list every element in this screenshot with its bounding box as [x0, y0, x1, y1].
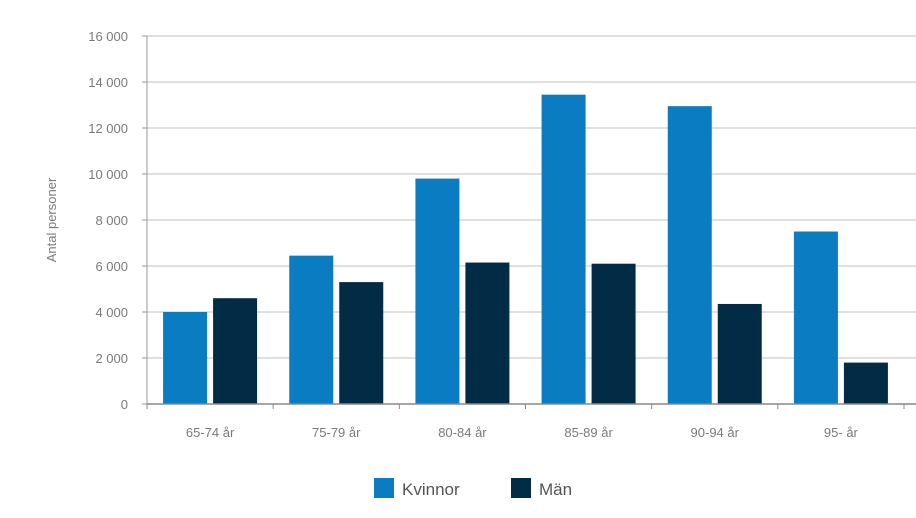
- bar-kvinnor-1: [163, 312, 208, 404]
- y-tick-label: 8 000: [95, 213, 128, 228]
- y-tick-label: 12 000: [88, 121, 128, 136]
- bar-m-n-2: [339, 282, 384, 404]
- y-tick-label: 2 000: [95, 351, 128, 366]
- y-tick-label: 10 000: [88, 167, 128, 182]
- bar-kvinnor-6: [793, 231, 838, 404]
- bar-m-n-3: [465, 262, 510, 404]
- legend-swatch: [374, 478, 394, 498]
- y-tick-label: 16 000: [88, 29, 128, 44]
- y-tick-label: 4 000: [95, 305, 128, 320]
- bar-kvinnor-4: [541, 94, 586, 405]
- bar-kvinnor-2: [289, 255, 334, 404]
- x-tick-label: 75-79 år: [312, 425, 361, 440]
- x-tick-label: 65-74 år: [186, 425, 235, 440]
- x-tick-label: 85-89 år: [564, 425, 613, 440]
- axes: [142, 35, 916, 409]
- legend-swatch: [511, 478, 531, 498]
- legend: Kvinnor Män: [374, 478, 572, 499]
- y-tick-label: 14 000: [88, 75, 128, 90]
- y-axis-title: Antal personer: [44, 177, 59, 262]
- bar-kvinnor-5: [667, 106, 712, 405]
- gridlines: [147, 35, 916, 359]
- bar-m-n-6: [843, 362, 888, 404]
- y-tick-label: 0: [121, 397, 128, 412]
- legend-label: Kvinnor: [402, 480, 460, 499]
- x-tick-label: 95- år: [824, 425, 859, 440]
- bar-m-n-1: [213, 298, 258, 404]
- x-tick-labels: 65-74 år 75-79 år 80-84 år 85-89 år 90-94 år…: [186, 425, 859, 440]
- y-tick-labels: 0 2 000 4 000 6 000 8 000 10 000 12 000 14 000 1…: [88, 29, 128, 412]
- x-tick-label: 80-84 år: [438, 425, 487, 440]
- x-tick-label: 90-94 år: [691, 425, 740, 440]
- bar-kvinnor-3: [415, 178, 460, 404]
- bars: [163, 94, 888, 405]
- bar-m-n-4: [591, 263, 636, 404]
- legend-label: Män: [539, 480, 572, 499]
- y-tick-label: 6 000: [95, 259, 128, 274]
- bar-m-n-5: [717, 303, 762, 404]
